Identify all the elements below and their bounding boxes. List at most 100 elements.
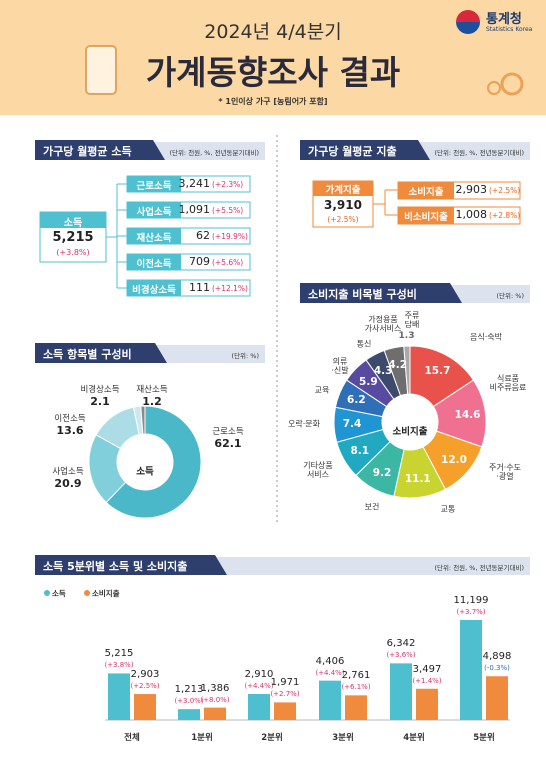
period: 2024년 4/4분기: [204, 21, 342, 43]
x-tick-label: 2분위: [261, 733, 283, 743]
change-label: (+8.0%): [200, 695, 230, 704]
decor-coin: [500, 72, 524, 96]
spending-total-value: 3,910: [324, 198, 362, 212]
slice: [403, 345, 411, 395]
category-label: 사업소득: [52, 467, 84, 477]
bar: [416, 688, 438, 720]
category-label: 근로소득: [212, 427, 244, 437]
section-unit: (단위: 천원, %, 전년동분기대비): [434, 149, 524, 157]
change-label: (+3.8%): [104, 661, 134, 670]
section-unit: (단위: %): [231, 352, 259, 360]
category-label: 보건: [364, 502, 380, 512]
value-label: 14.6: [454, 408, 481, 421]
section-header-tab: [35, 343, 167, 363]
value-label: 13.6: [56, 424, 84, 437]
bar: [108, 673, 130, 720]
slice: [140, 405, 146, 435]
item-label-box: [398, 182, 454, 199]
section-unit: (단위: %): [496, 292, 524, 300]
value-label: 9.2: [372, 466, 392, 479]
item-label-box: [127, 176, 181, 192]
change-label: (+3.6%): [386, 651, 416, 660]
slice: [105, 405, 202, 519]
section-header-tab: [300, 283, 462, 303]
value-label: 3,497: [412, 663, 442, 675]
section-unit: (단위: 천원, %, 전년동분기대비): [434, 564, 524, 572]
section-title: 가구당 월평균 소득: [43, 145, 132, 158]
logo-red: [456, 10, 480, 22]
legend-label: 소득: [52, 589, 66, 598]
bar: [178, 709, 200, 720]
item-label: 비소비지출: [404, 212, 448, 223]
item-label: 소비지출: [408, 187, 444, 198]
change-label: (+6.1%): [341, 683, 371, 692]
item-label: 재산소득: [136, 233, 172, 244]
bar: [390, 663, 412, 720]
value-label: 2,910: [244, 669, 274, 680]
value-label: 4.3: [373, 364, 393, 377]
x-tick-label: 3분위: [332, 733, 354, 743]
item-label-box: [127, 228, 181, 244]
value-label: 1,386: [200, 682, 230, 694]
change-label: (+3.0%): [174, 697, 204, 706]
section-header-tab: [300, 140, 430, 160]
change-label: (+3.7%): [456, 608, 486, 616]
section-unit: (단위: 천원, %, 전년동분기대비): [169, 149, 259, 157]
change-label: (+4.4%): [244, 682, 274, 690]
item-value: 62: [196, 229, 210, 242]
value-label: 4,406: [315, 655, 345, 667]
note: * 1인이상 가구 [농림어가 포함]: [218, 97, 328, 106]
legend-swatch: [44, 590, 50, 596]
center-label: 소득: [136, 466, 154, 478]
section-title: 소비지출 비목별 구성비: [308, 288, 417, 301]
change-label: (+4.4%): [315, 668, 345, 677]
legend-swatch: [84, 590, 90, 596]
item-value: 3,241: [178, 177, 211, 190]
item-value: 1,091: [178, 203, 211, 216]
item-value: 2,903: [455, 183, 488, 196]
item-value: 709: [189, 255, 210, 268]
decor-coin: [487, 81, 501, 95]
bar: [248, 694, 270, 720]
item-change: (+2.3%): [212, 180, 244, 189]
section-header-tab: [35, 140, 165, 160]
x-tick-label: 5분위: [473, 733, 495, 743]
item-label: 비경상소득: [132, 285, 176, 296]
item-change: (+19.9%): [212, 232, 248, 241]
category-label: 가정용품 가사서비스: [364, 314, 402, 333]
category-label: 통신: [356, 339, 372, 349]
value-label: 7.4: [342, 418, 362, 431]
value-label: 12.0: [441, 453, 467, 466]
value-label: 1,971: [270, 677, 300, 689]
change-label: (+1.4%): [412, 676, 442, 685]
value-label: 4,898: [482, 651, 512, 663]
bar: [274, 702, 296, 720]
income-total-change: (+3.8%): [56, 248, 90, 257]
logo-sub: Statistics Korea: [486, 26, 533, 33]
category-label: 이전소득: [54, 414, 86, 424]
pie-center: [119, 436, 171, 488]
value-label: 5.9: [359, 375, 378, 388]
item-change: (+12.1%): [212, 284, 248, 293]
value-label: 1.2: [142, 395, 162, 408]
item-label: 이전소득: [136, 259, 172, 270]
category-label: 비경상소득: [80, 385, 120, 395]
value-label: 6,342: [386, 638, 416, 650]
change-label: (+2.5%): [130, 682, 160, 691]
category-label: 오락·문화: [288, 419, 320, 429]
category-label: 주류 담배: [404, 310, 420, 329]
item-change: (+5.5%): [212, 206, 244, 215]
category-label: 식료품 비주류음료: [489, 373, 527, 392]
pie-center: [384, 396, 436, 448]
item-value: 111: [189, 281, 210, 294]
item-value: 1,008: [455, 208, 488, 221]
bar: [319, 680, 341, 720]
change-label: (+2.7%): [270, 690, 300, 699]
bar: [345, 695, 367, 720]
bar: [460, 620, 482, 720]
x-tick-label: 4분위: [403, 733, 425, 743]
item-change: (+2.5%): [489, 186, 521, 195]
income-total-value: 5,215: [52, 230, 94, 245]
